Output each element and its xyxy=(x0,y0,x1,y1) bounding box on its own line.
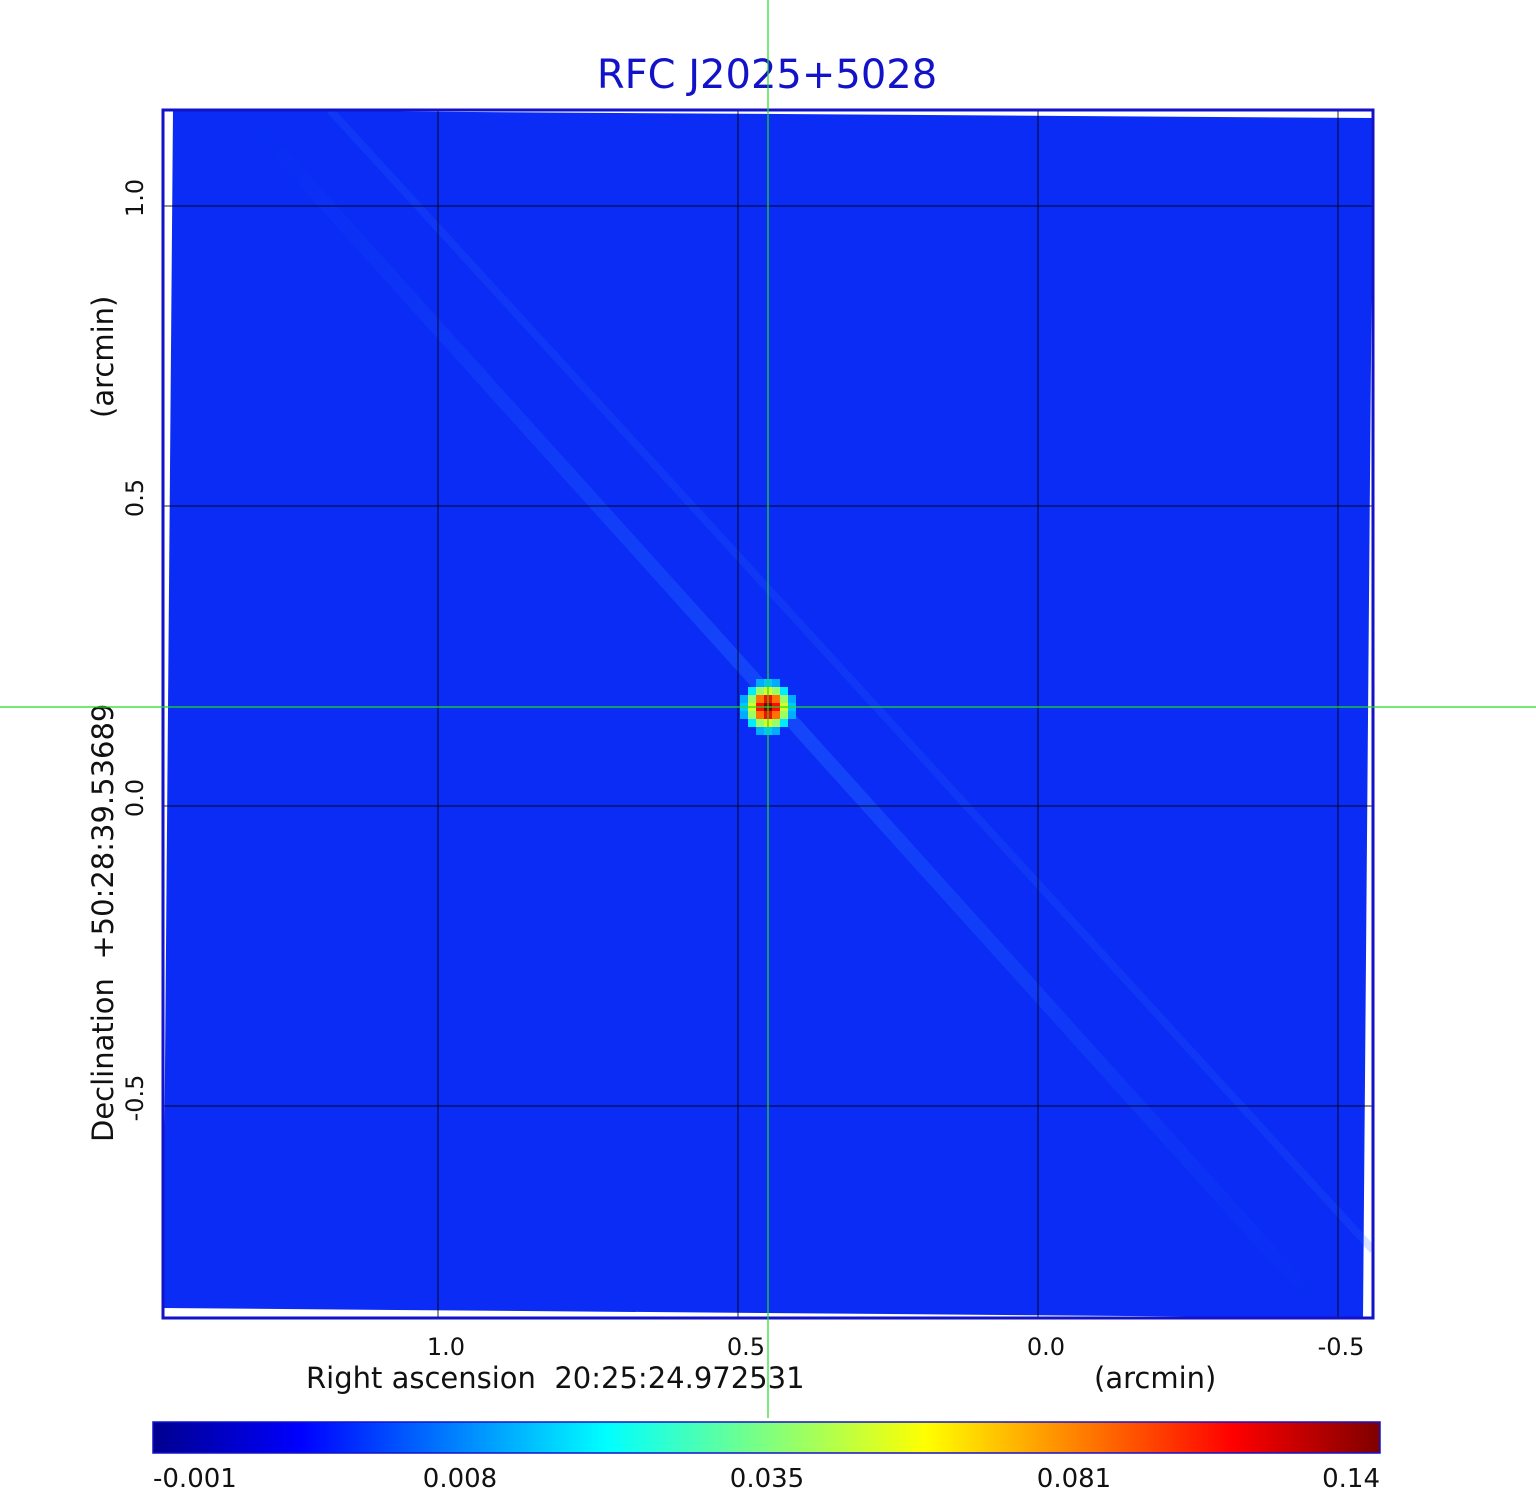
colorbar-tick-label: 0.008 xyxy=(423,1464,497,1494)
source-pixel xyxy=(748,687,756,695)
source-pixel xyxy=(756,695,764,703)
y-tick-label: -0.5 xyxy=(121,1075,149,1122)
chart-title: RFC J2025+5028 xyxy=(597,52,937,98)
source-pixel xyxy=(780,695,788,703)
source-pixel xyxy=(780,687,788,695)
source-pixel xyxy=(748,719,756,727)
source-pixel xyxy=(772,727,780,735)
y-tick-label: 0.5 xyxy=(121,479,149,517)
colorbar xyxy=(152,1421,1381,1454)
x-axis-unit: (arcmin) xyxy=(1094,1361,1216,1395)
colorbar-tick-label: -0.001 xyxy=(153,1464,237,1494)
source-pixel xyxy=(772,719,780,727)
source-pixel xyxy=(756,711,764,719)
x-tick-label: 1.0 xyxy=(427,1333,465,1361)
colorbar-tick-label: 0.14 xyxy=(1322,1464,1380,1494)
y-tick-label: 0.0 xyxy=(121,779,149,817)
x-tick-label: -0.5 xyxy=(1318,1333,1365,1361)
y-axis-unit: (arcmin) xyxy=(86,296,120,418)
x-tick-label: 0.0 xyxy=(1027,1333,1065,1361)
source-pixel xyxy=(740,695,748,703)
colorbar-tick-label: 0.035 xyxy=(730,1464,804,1494)
y-axis-label: Declination +50:28:39.53689 xyxy=(86,704,120,1142)
source-pixel xyxy=(772,679,780,687)
source-pixel xyxy=(772,695,780,703)
source-pixel xyxy=(748,695,756,703)
source-pixel xyxy=(772,687,780,695)
x-axis-label: Right ascension 20:25:24.972531 xyxy=(306,1361,805,1395)
source-pixel xyxy=(756,719,764,727)
source-pixel xyxy=(788,695,796,703)
source-pixel xyxy=(780,711,788,719)
source-pixel xyxy=(788,711,796,719)
source-pixel xyxy=(756,679,764,687)
x-tick-label: 0.5 xyxy=(727,1333,765,1361)
source-pixel xyxy=(748,711,756,719)
source-pixel xyxy=(772,711,780,719)
colorbar-tick-label: 0.081 xyxy=(1037,1464,1111,1494)
source-pixel xyxy=(756,727,764,735)
source-pixel xyxy=(740,711,748,719)
source-pixel xyxy=(780,719,788,727)
source-pixel xyxy=(756,687,764,695)
y-tick-label: 1.0 xyxy=(121,179,149,217)
psf-sidelobe-streak-faint xyxy=(327,110,1373,1253)
